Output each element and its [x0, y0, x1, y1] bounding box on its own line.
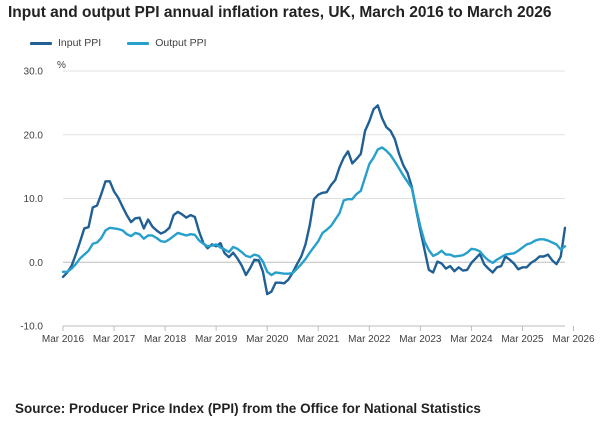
x-tick-label-8: Mar 2024 — [450, 334, 493, 345]
y-tick-label-0: -10.0 — [20, 322, 43, 333]
line-chart: -10.0 0.0 10.0 20.0 30.0 Mar 2016 Mar 2017 Mar … — [20, 67, 595, 346]
y-tick-label-4: 30.0 — [24, 67, 44, 78]
x-tick-label-5: Mar 2021 — [297, 334, 340, 345]
x-tick-label-7: Mar 2023 — [399, 334, 442, 345]
x-tick-label-2: Mar 2018 — [144, 334, 187, 345]
y-tick-label-1: 0.0 — [29, 258, 43, 269]
x-tick-label-6: Mar 2022 — [348, 334, 391, 345]
x-tick-label-0: Mar 2016 — [42, 334, 85, 345]
source-note: Source: Producer Price Index (PPI) from … — [15, 401, 481, 416]
chart-title: Input and output PPI annual inflation ra… — [8, 4, 552, 21]
legend-label-input: Input PPI — [58, 37, 102, 49]
x-tick-label-1: Mar 2017 — [93, 334, 136, 345]
y-tick-label-3: 20.0 — [24, 130, 44, 141]
legend-item-output: Output PPI — [127, 37, 207, 49]
legend: Input PPI Output PPI — [30, 37, 233, 49]
x-tick-label-3: Mar 2019 — [195, 334, 238, 345]
x-tick-label-10: Mar 2026 — [552, 334, 595, 345]
legend-swatch-input — [30, 41, 52, 45]
y-tick-label-2: 10.0 — [24, 194, 44, 205]
series-line-input-ppi — [61, 104, 567, 296]
x-tick-label-4: Mar 2020 — [246, 334, 289, 345]
x-tick-label-9: Mar 2025 — [501, 334, 544, 345]
series-line-output-ppi — [61, 146, 567, 277]
y-axis-label: % — [57, 60, 66, 71]
legend-swatch-output — [127, 41, 150, 45]
legend-label-output: Output PPI — [155, 37, 207, 49]
legend-item-input: Input PPI — [30, 37, 101, 49]
